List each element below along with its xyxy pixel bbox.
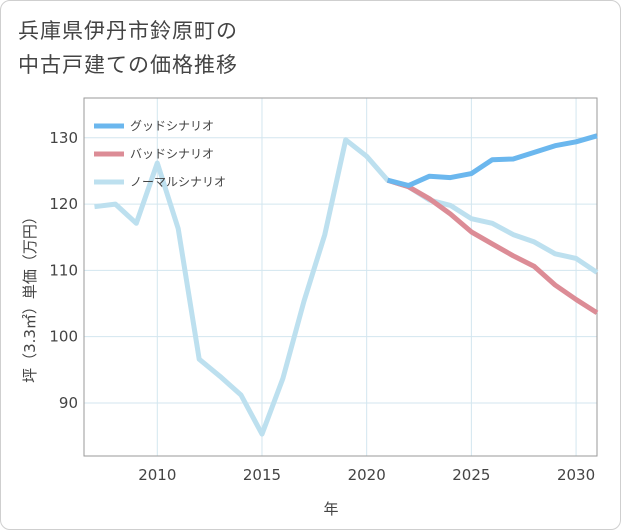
x-tick-label: 2030	[557, 466, 595, 484]
chart-title: 兵庫県伊丹市鈴原町の 中古戸建ての価格推移	[18, 14, 238, 82]
legend-label: ノーマルシナリオ	[130, 175, 226, 189]
title-line-1: 兵庫県伊丹市鈴原町の	[18, 19, 238, 43]
series-line-3	[94, 137, 599, 437]
series-layer	[94, 133, 599, 437]
y-tick-label: 120	[49, 195, 78, 213]
y-tick-label: 110	[49, 261, 78, 279]
x-tick-label: 2025	[452, 466, 490, 484]
x-tick-label: 2010	[138, 466, 176, 484]
tick-labels: 2010 2015 2020 2025 2030 90 100 110 120 130	[49, 129, 595, 484]
title-line-2: 中古戸建ての価格推移	[18, 53, 238, 77]
x-axis-label: 年	[323, 500, 338, 518]
plot-area-border	[83, 97, 598, 457]
y-tick-label: 130	[49, 129, 78, 147]
y-tick-label: 100	[49, 328, 78, 346]
y-tick-label: 90	[59, 394, 78, 412]
x-tick-label: 2015	[243, 466, 281, 484]
legend-label: グッドシナリオ	[130, 119, 214, 133]
series-line-1	[386, 133, 598, 188]
legend-label: バッドシナリオ	[130, 147, 214, 161]
y-axis-label: 坪（3.3㎡）単価（万円）	[21, 209, 39, 383]
series-line-2	[386, 177, 599, 315]
x-tick-label: 2020	[348, 466, 386, 484]
